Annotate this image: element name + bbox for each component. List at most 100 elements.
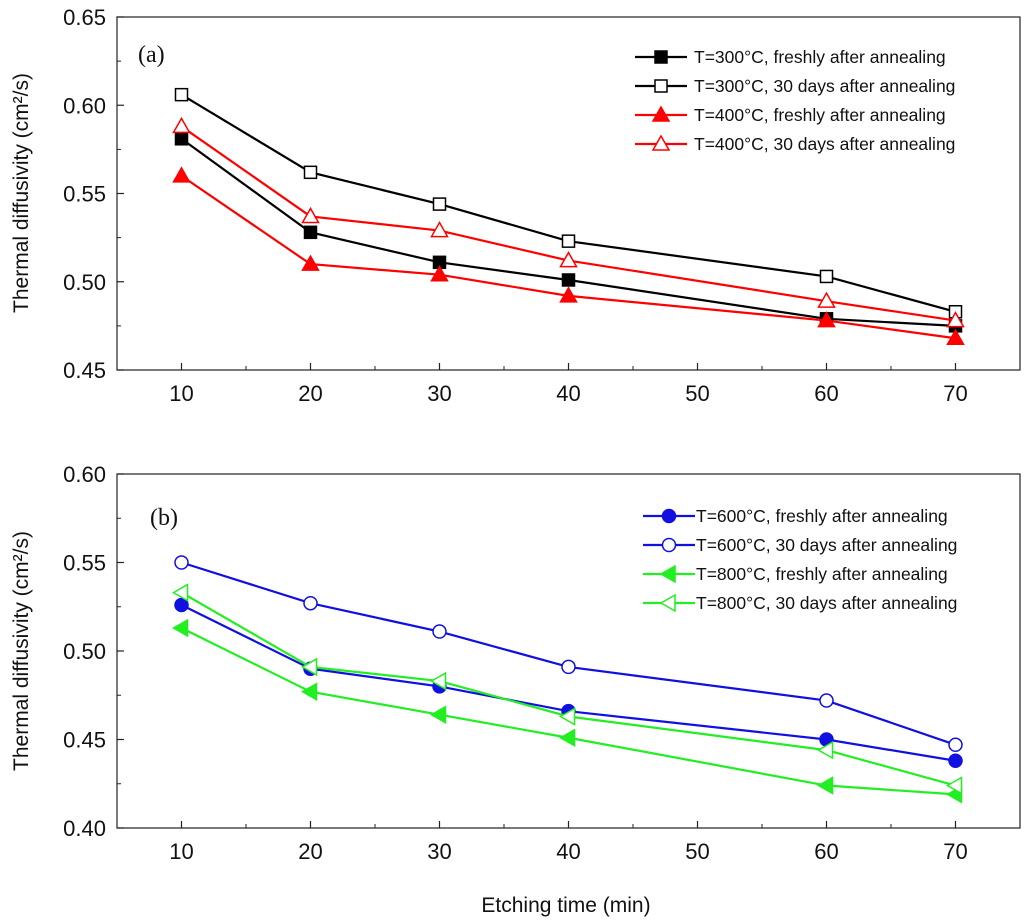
data-point — [432, 624, 447, 639]
x-tick-label: 20 — [298, 381, 322, 406]
legend-marker — [651, 134, 671, 151]
x-tick-label: 70 — [943, 381, 967, 406]
x-tick-label: 30 — [427, 839, 451, 864]
data-point — [174, 597, 189, 613]
data-point — [303, 165, 318, 180]
data-point — [816, 776, 834, 795]
y-tick-label: 0.60 — [63, 93, 106, 118]
legend-marker — [659, 593, 676, 613]
data-point — [558, 728, 576, 748]
series-4 — [172, 116, 965, 328]
y-tick-label: 0.55 — [63, 182, 106, 207]
data-point — [171, 583, 189, 602]
data-point — [429, 705, 447, 725]
legend-marker — [661, 508, 677, 524]
data-point — [300, 657, 318, 677]
x-tick-label: 70 — [943, 839, 967, 864]
y-tick-label: 0.50 — [63, 270, 106, 295]
x-tick-label: 50 — [685, 839, 709, 864]
data-point — [301, 206, 320, 224]
data-point — [174, 555, 189, 570]
data-point — [558, 707, 576, 726]
x-tick-label: 10 — [169, 381, 193, 406]
data-point — [817, 291, 836, 308]
x-tick-label: 60 — [814, 839, 838, 864]
legend-entry: T=400°C, 30 days after annealing — [694, 134, 955, 154]
data-point — [303, 225, 318, 240]
series-4 — [171, 583, 963, 795]
legend-entry: T=800°C, 30 days after annealing — [696, 593, 957, 613]
series-line — [180, 591, 956, 787]
data-point — [561, 659, 576, 675]
legend: T=600°C, freshly after annealing T=600°C,… — [643, 506, 957, 613]
y-tick-label: 0.65 — [63, 5, 106, 30]
data-point — [559, 251, 578, 268]
data-point — [174, 87, 189, 102]
data-point — [816, 740, 834, 760]
legend-entry: T=600°C, freshly after annealing — [696, 506, 948, 526]
data-point — [300, 682, 318, 702]
data-point — [429, 671, 447, 691]
legend-marker — [654, 50, 668, 64]
legend-marker — [659, 564, 676, 584]
series-line — [180, 174, 956, 340]
data-point — [559, 286, 578, 303]
data-point — [171, 618, 189, 638]
data-point — [946, 311, 965, 328]
x-tick-label: 30 — [427, 381, 451, 406]
x-tick-label: 40 — [556, 839, 580, 864]
panel-label: (a) — [138, 42, 165, 68]
series-2 — [174, 87, 963, 319]
data-point — [432, 197, 447, 211]
x-tick-label: 50 — [685, 381, 709, 406]
x-tick-label: 20 — [298, 839, 322, 864]
data-point — [945, 776, 963, 795]
data-point — [561, 273, 576, 287]
panel-label: (b) — [150, 505, 178, 531]
legend-entry: T=600°C, 30 days after annealing — [696, 535, 957, 555]
series-line — [181, 627, 956, 796]
series-2 — [174, 555, 963, 753]
data-point — [430, 265, 449, 282]
x-tick-label: 10 — [169, 839, 193, 864]
y-tick-label: 0.45 — [63, 728, 106, 753]
data-point — [174, 132, 189, 146]
legend-marker — [654, 79, 668, 93]
series-3 — [172, 166, 965, 345]
data-point — [817, 311, 836, 328]
panel-a: 10 20 30 40 50 60 70 0.45 0.50 0.55 0.60 0.65 Therma… — [10, 5, 1021, 406]
data-point — [301, 254, 320, 271]
y-tick-label: 0.50 — [63, 639, 106, 664]
x-axis-label: Etching time (min) — [481, 894, 650, 917]
x-tick-label: 60 — [814, 381, 838, 406]
legend-entry: T=800°C, freshly after annealing — [696, 564, 948, 584]
legend: T=300°C, freshly after annealing T=300°C,… — [635, 47, 955, 154]
y-axis-label: Thermal diffusivity (cm²/s) — [10, 73, 33, 313]
legend-marker — [651, 105, 671, 122]
plot-frame — [116, 16, 1021, 371]
legend-entry: T=400°C, freshly after annealing — [694, 105, 946, 125]
data-point — [946, 328, 965, 345]
panel-b: 10 20 30 40 50 60 70 0.40 0.45 0.50 0.55 0.60 Therma… — [10, 462, 1021, 864]
data-point — [303, 595, 318, 611]
series-line — [180, 125, 956, 322]
y-tick-label: 0.40 — [63, 816, 106, 841]
data-point — [430, 221, 449, 238]
data-point — [561, 234, 576, 248]
series-line — [180, 93, 956, 313]
legend-marker — [661, 537, 677, 553]
x-tick-label: 40 — [556, 381, 580, 406]
y-tick-label: 0.55 — [63, 551, 106, 576]
y-axis-label: Thermal diffusivity (cm²/s) — [10, 531, 33, 771]
plot-frame — [116, 473, 1021, 829]
data-point — [172, 166, 191, 183]
series-line — [181, 561, 956, 746]
data-point — [819, 693, 834, 708]
data-point — [948, 753, 963, 768]
series-line — [180, 137, 956, 327]
y-tick-label: 0.60 — [63, 462, 106, 487]
y-tick-label: 0.45 — [63, 358, 106, 383]
data-point — [948, 737, 963, 753]
data-point — [819, 269, 834, 284]
